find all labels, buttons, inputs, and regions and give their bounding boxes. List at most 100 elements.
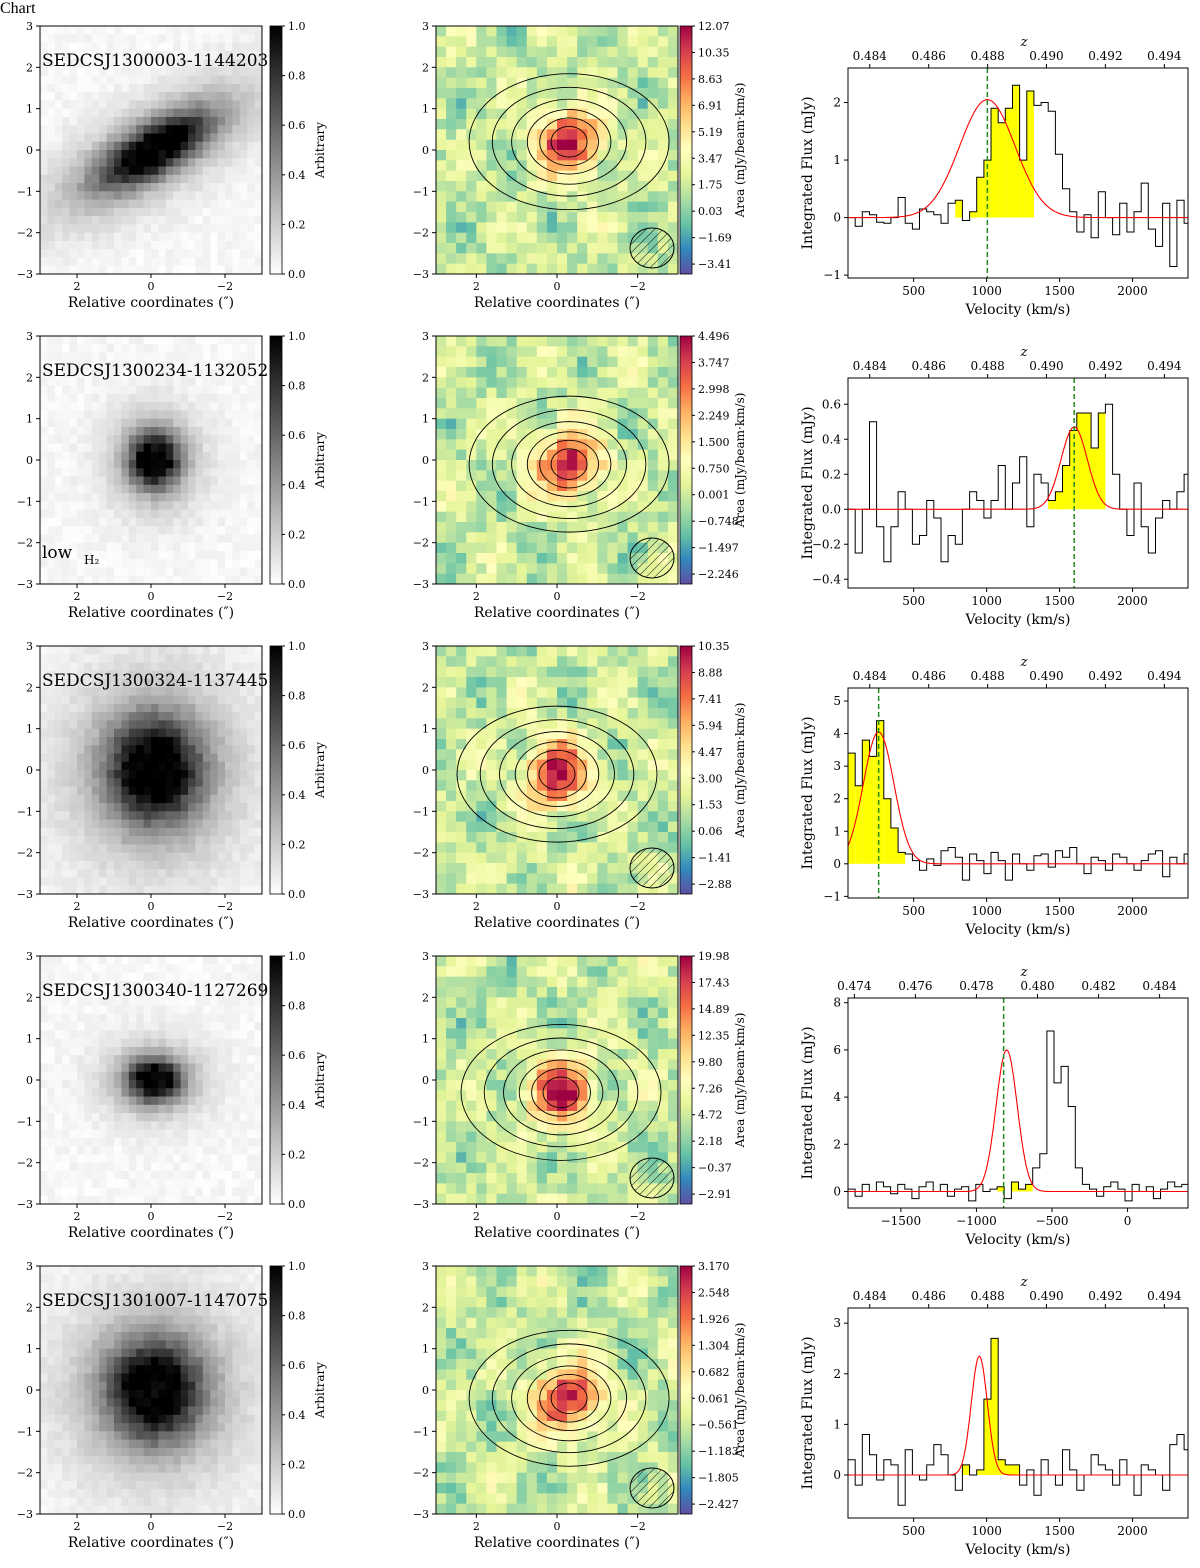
map-pixel [607,212,618,223]
map-pixel [587,749,598,760]
image-pixel [203,886,211,895]
map-pixel [476,739,487,750]
map-pixel [668,357,679,368]
image-pixel [99,663,107,672]
image-pixel [173,803,181,812]
y-tick-label: 0.0 [822,502,841,516]
image-pixel [92,956,100,965]
image-pixel [151,762,159,771]
image-pixel [240,510,248,519]
image-pixel [210,493,218,502]
map-pixel [476,687,487,698]
map-pixel [557,88,568,99]
image-pixel [107,704,115,713]
image-pixel [181,720,189,729]
image-pixel [47,175,55,184]
map-pixel [497,243,508,254]
map-pixel [486,842,497,853]
image-pixel [218,266,226,275]
image-pixel [144,501,152,510]
image-pixel [99,443,107,452]
image-pixel [173,191,181,200]
image-pixel [173,646,181,655]
image-pixel [188,836,196,845]
image-pixel [99,778,107,787]
map-pixel [436,687,447,698]
map-pixel [537,243,548,254]
map-pixel [527,264,538,275]
image-pixel [225,654,233,663]
map-pixel [497,739,508,750]
image-pixel [92,877,100,886]
image-pixel [62,820,70,829]
image-pixel [218,460,226,469]
image-pixel [62,853,70,862]
map-pixel [587,26,598,37]
map-pixel [597,873,608,884]
map-pixel [648,67,659,78]
map-pixel [486,233,497,244]
map-pixel [557,667,568,678]
map-pixel [517,222,528,233]
map-pixel [517,811,528,822]
image-pixel [40,576,48,585]
image-pixel [99,737,107,746]
map-pixel [638,202,649,213]
image-pixel [240,158,248,167]
map-pixel [638,388,649,399]
image-pixel [232,720,240,729]
image-pixel [99,175,107,184]
image-pixel [166,576,174,585]
image-pixel [218,518,226,527]
image-pixel [144,224,152,233]
image-pixel [166,493,174,502]
image-pixel [225,43,233,52]
image-pixel [114,654,122,663]
map-pixel [537,57,548,68]
image-pixel [166,353,174,362]
map-pixel [658,181,669,192]
image-pixel [225,663,233,672]
map-pixel [527,109,538,120]
image-pixel [40,770,48,779]
map-pixel [668,450,679,461]
map-pixel [456,450,467,461]
map-pixel [658,57,669,68]
image-pixel [84,869,92,878]
map-pixel [497,801,508,812]
image-pixel [232,142,240,151]
image-pixel [99,224,107,233]
image-pixel [166,795,174,804]
image-pixel [92,811,100,820]
map-pixel [436,98,447,109]
image-pixel [218,567,226,576]
image-pixel [55,477,63,486]
image-pixel [158,704,166,713]
map-pixel [597,749,608,760]
image-pixel [166,753,174,762]
image-pixel [70,861,78,870]
map-pixel [638,429,649,440]
image-pixel [255,353,263,362]
image-pixel [173,510,181,519]
map-pixel [497,47,508,58]
map-pixel [597,842,608,853]
image-pixel [166,663,174,672]
x-tick-label: 0 [148,900,155,913]
image-pixel [218,394,226,403]
image-pixel [210,84,218,93]
image-pixel [255,543,263,552]
image-pixel [114,410,122,419]
map-pixel [497,109,508,120]
image-pixel [210,720,218,729]
map-pixel [527,667,538,678]
image-pixel [136,419,144,428]
colorbar-tick-label: 4.47 [698,746,723,759]
image-pixel [166,477,174,486]
image-pixel [114,737,122,746]
image-pixel [210,133,218,142]
image-pixel [240,576,248,585]
image-pixel [114,477,122,486]
map-pixel [557,863,568,874]
map-pixel [577,667,588,678]
